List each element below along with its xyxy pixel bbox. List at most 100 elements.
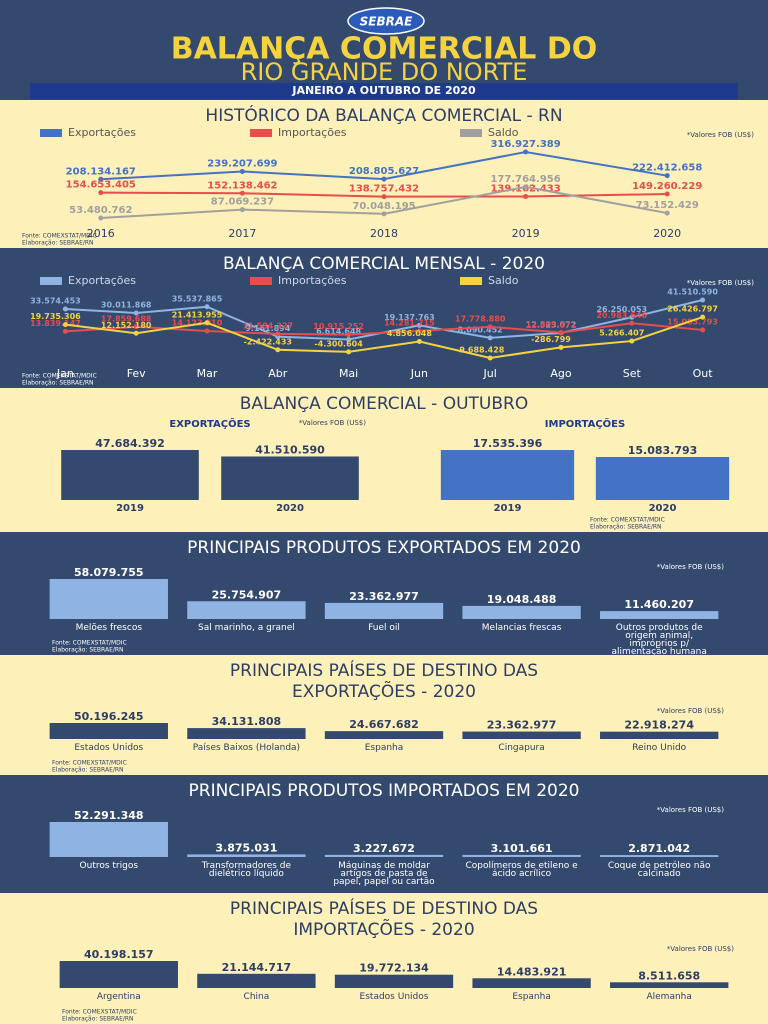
x-tick-label: Estados Unidos: [360, 992, 429, 1002]
source: Elaboração: SEBRAE/RN: [62, 1016, 134, 1023]
value-label: 33.574.453: [30, 296, 81, 305]
x-tick-label: Sal marinho, a granel: [198, 623, 295, 633]
value-label: 208.805.627: [349, 166, 419, 177]
value-label: 22.918.274: [624, 719, 694, 732]
x-tick-label: 2020: [276, 503, 304, 514]
chart-title: PRINCIPAIS PAÍSES DE DESTINO DAS: [230, 897, 538, 919]
source: Fonte: COMEXSTAT/MDIC: [62, 1009, 137, 1016]
value-label: 12.809.871: [526, 320, 577, 329]
value-label: 3.875.031: [215, 841, 277, 854]
value-label: 47.684.392: [95, 437, 165, 450]
chart-title: BALANÇA COMERCIAL - OUTUBRO: [240, 394, 528, 414]
value-label: 149.260.229: [632, 181, 702, 192]
chart-title: PRINCIPAIS PAÍSES DE DESTINO DAS: [230, 659, 538, 681]
value-label: 19.772.134: [359, 962, 429, 975]
point: [664, 210, 670, 216]
bar: [187, 601, 306, 619]
value-label: 25.754.907: [212, 588, 282, 601]
value-label: 11.460.207: [624, 598, 694, 611]
bar: [600, 855, 719, 857]
section-bg: [0, 248, 768, 388]
logo: SEBRAE: [360, 15, 414, 29]
value-label: 9.161.894: [245, 324, 290, 333]
point: [239, 168, 245, 174]
chart-title: HISTÓRICO DA BALANÇA COMERCIAL - RN: [205, 104, 562, 126]
value-label: 20.983.646: [596, 311, 647, 320]
point: [629, 338, 635, 344]
legend-label: Saldo: [488, 126, 519, 139]
bar: [197, 973, 316, 988]
x-tick-label: Fuel oil: [368, 623, 400, 633]
point: [700, 297, 706, 303]
legend-label: Importações: [278, 274, 347, 287]
bar: [472, 978, 591, 988]
value-label: 70.048.195: [352, 201, 415, 212]
value-label: 12.152.180: [101, 321, 152, 330]
value-label: 41.510.590: [255, 443, 325, 456]
x-tick-label: Espanha: [365, 743, 404, 753]
value-label: 208.134.167: [66, 166, 136, 177]
x-tick-label: Jul: [483, 367, 497, 380]
x-tick-label: Jan: [56, 367, 74, 380]
bar: [324, 731, 444, 739]
value-label: 152.138.462: [207, 180, 277, 191]
series-line: [65, 316, 703, 360]
value-label: 21.413.955: [172, 310, 223, 319]
point: [346, 337, 352, 343]
logo-badge: [347, 7, 425, 35]
point: [98, 190, 104, 196]
value-label: 2.871.042: [628, 842, 690, 855]
legend-label: Exportações: [68, 126, 136, 139]
value-label: 58.079.755: [74, 566, 144, 579]
point: [204, 328, 210, 334]
point: [275, 331, 281, 337]
bar: [600, 731, 719, 739]
value-label: 17.859.688: [101, 314, 152, 323]
source: Fonte: COMEXSTAT/MDIC: [52, 760, 127, 767]
note: *Valores FOB (US$): [299, 419, 366, 427]
value-label: 73.152.429: [636, 200, 699, 211]
x-tick-label: Jun: [410, 367, 428, 380]
value-label: 239.207.699: [207, 158, 277, 169]
point: [629, 320, 635, 326]
x-tick-label: 2018: [370, 227, 398, 240]
source: Elaboração: SEBRAE/RN: [52, 647, 124, 654]
note: *Valores FOB (US$): [687, 279, 754, 287]
point: [346, 332, 352, 338]
bar: [61, 450, 199, 500]
bar: [462, 605, 581, 619]
point: [700, 327, 706, 333]
point: [62, 306, 68, 312]
source: Fonte: COMEXSTAT/MDIC: [590, 517, 665, 524]
value-label: -9.688.428: [456, 346, 505, 355]
x-tick-label: Melancias frescas: [482, 623, 562, 633]
value-label: -2.422.433: [244, 337, 292, 346]
note: *Valores FOB (US$): [667, 945, 734, 953]
chart-title: BALANÇA COMERCIAL MENSAL - 2020: [223, 254, 545, 274]
bar: [462, 854, 581, 857]
bar: [187, 854, 306, 857]
bar: [334, 974, 454, 988]
bar: [600, 611, 719, 619]
value-label: 177.764.956: [490, 174, 560, 185]
chart-title: IMPORTAÇÕES - 2020: [293, 918, 474, 940]
source: Fonte: COMEXSTAT/MDIC: [22, 373, 97, 380]
point: [346, 349, 352, 355]
legend-swatch: [460, 277, 482, 285]
value-label: 154.653.405: [66, 180, 136, 191]
value-label: 11.584.327: [242, 321, 293, 330]
x-tick-label: 2019: [494, 503, 522, 514]
point: [629, 314, 635, 320]
x-tick-label: Abr: [268, 367, 288, 380]
x-tick-label: 2020: [649, 503, 677, 514]
legend-label: Exportações: [68, 274, 136, 287]
source: Fonte: COMEXSTAT/MDIC: [52, 640, 127, 647]
point: [664, 191, 670, 197]
point: [204, 320, 210, 326]
x-tick-label: 2019: [116, 503, 144, 514]
value-label: 24.667.682: [349, 718, 419, 731]
bar: [221, 456, 359, 500]
value-label: -286.799: [531, 335, 571, 344]
value-label: 14.123.910: [172, 319, 223, 328]
